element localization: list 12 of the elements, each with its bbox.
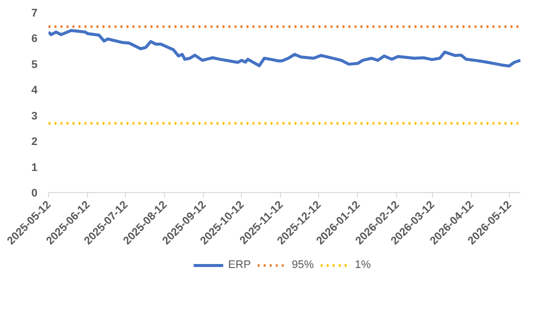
y-tick-label: 6 (31, 33, 38, 46)
y-tick-label: 7 (31, 8, 38, 20)
y-tick-label: 0 (31, 188, 38, 200)
legend-label: 1% (354, 259, 372, 271)
y-tick-label: 4 (31, 84, 38, 97)
legend-label: 95% (292, 259, 314, 271)
line-series (48, 29, 520, 68)
legend-label: ERP (228, 259, 251, 271)
y-tick-label: 2 (31, 136, 38, 148)
y-tick-label: 5 (31, 58, 38, 71)
y-tick-label: 3 (31, 110, 38, 122)
y-tick-label: 1 (31, 162, 38, 174)
